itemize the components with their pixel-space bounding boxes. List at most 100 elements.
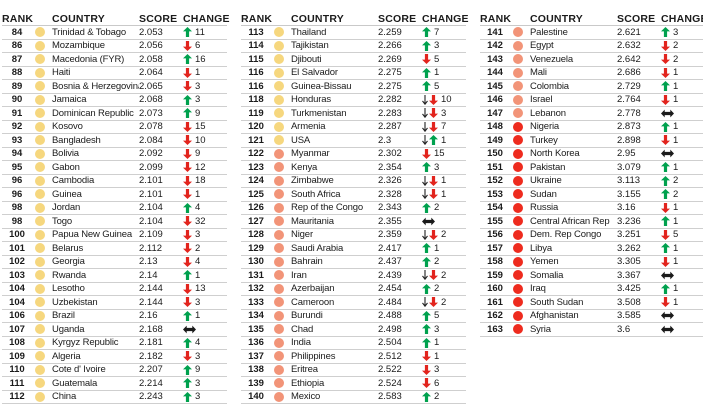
table-row: 134 Burundi 2.488 5 (241, 310, 466, 323)
table-row: 137 Philippines 2.512 1 (241, 350, 466, 364)
dot-cell (32, 391, 52, 402)
country-label: Colombia (530, 80, 569, 92)
change-indicator: 2 (422, 202, 466, 213)
score-value: 2.214 (139, 377, 163, 389)
change-value: 3 (434, 364, 440, 376)
peace-level-dot-icon (35, 297, 45, 308)
peace-level-dot-icon (274, 175, 284, 186)
score-value: 2.583 (378, 391, 402, 403)
change-indicator: 3 (422, 108, 466, 119)
down-arrow-icon (429, 297, 438, 308)
peace-level-dot-icon (35, 94, 45, 105)
rank-value: 91 (11, 107, 23, 119)
change-indicator: 1 (661, 162, 703, 173)
up-arrow-icon (422, 243, 431, 254)
change-indicator: 1 (661, 243, 703, 254)
down-arrow-icon (183, 162, 192, 173)
change-value: 5 (673, 229, 679, 241)
country-label: Mali (530, 67, 547, 79)
dot-cell (271, 310, 291, 321)
change-value: 10 (195, 134, 206, 146)
dot-cell (32, 162, 52, 173)
score-value: 2.778 (617, 107, 641, 119)
country-label: Syria (530, 323, 551, 335)
dot-cell (510, 67, 530, 78)
score-value: 2.14 (139, 269, 158, 281)
table-row: 128 Niger 2.359 2 (241, 229, 466, 242)
score-value: 2.328 (378, 188, 402, 200)
country-label: Trinidad & Tobago (52, 26, 127, 38)
country-label: Armenia (291, 121, 326, 133)
change-value: 2 (434, 202, 440, 214)
peace-level-dot-icon (35, 162, 45, 173)
peace-level-dot-icon (35, 270, 45, 281)
rank-value: 100 (9, 229, 25, 241)
rank-value: 157 (487, 242, 503, 254)
dot-cell (32, 135, 52, 146)
change-value: 2 (673, 53, 679, 65)
country-label: Dominican Republic (52, 107, 134, 119)
table-row: 146 Israel 2.764 1 (480, 94, 703, 107)
change-indicator: 2 (422, 256, 466, 267)
rank-value: 84 (11, 26, 23, 38)
change-value: 1 (673, 283, 679, 295)
table-row: 144 Mali 2.686 1 (480, 67, 703, 80)
change-indicator: 2 (661, 40, 703, 51)
peace-level-dot-icon (35, 324, 45, 335)
dot-cell (510, 229, 530, 240)
down-arrow-icon (661, 229, 670, 240)
change-value: 1 (434, 242, 440, 254)
change-value: 10 (441, 94, 452, 106)
table-row: 96 Cambodia 2.101 18 (2, 175, 227, 188)
up-arrow-icon (183, 391, 192, 402)
table-row: 89 Bosnia & Herzegovina 2.065 3 (2, 80, 227, 94)
rank-value: 98 (11, 215, 23, 227)
peace-level-dot-icon (513, 94, 523, 105)
rank-value: 155 (487, 215, 503, 227)
country-label: Mozambique (52, 40, 105, 52)
change-indicator: 3 (183, 297, 227, 308)
change-value: 4 (195, 337, 201, 349)
change-value: 2 (673, 188, 679, 200)
rank-value: 104 (9, 283, 25, 295)
country-label: South Sudan (530, 296, 584, 308)
change-indicator: 6 (183, 40, 227, 51)
rank-header: RANK (2, 13, 34, 25)
peace-level-dot-icon (274, 27, 284, 38)
table-row: 114 Tajikistan 2.266 3 (241, 40, 466, 53)
country-label: Togo (52, 215, 73, 227)
change-indicator: 1 (422, 351, 466, 362)
up-arrow-icon (422, 391, 431, 402)
peace-level-dot-icon (35, 310, 45, 321)
table-row: 108 Kyrgyz Republic 2.181 4 (2, 337, 227, 350)
table-row: 119 Turkmenistan 2.283 3 (241, 107, 466, 121)
rank-value: 134 (248, 310, 264, 322)
up-arrow-icon (422, 40, 431, 51)
country-label: Bangladesh (52, 134, 101, 146)
rank-value: 149 (487, 134, 503, 146)
dot-cell (32, 270, 52, 281)
score-value: 3.425 (617, 283, 641, 295)
rank-value: 115 (248, 53, 264, 65)
score-value: 2.729 (617, 80, 641, 92)
change-value: 1 (673, 80, 679, 92)
table-row: 111 Guatemala 2.214 3 (2, 377, 227, 391)
peace-level-dot-icon (513, 40, 523, 51)
down-arrow-icon (183, 256, 192, 267)
change-value: 1 (673, 215, 679, 227)
change-indicator: 1 (661, 94, 703, 105)
change-value: 1 (441, 134, 447, 146)
country-label: North Korea (530, 148, 580, 160)
table-row: 113 Thailand 2.259 7 (241, 26, 466, 40)
small-down-arrow-icon (422, 94, 428, 105)
column-header-row: RANK COUNTRY SCORE CHANGE (2, 6, 230, 26)
dot-cell (271, 54, 291, 65)
table-row: 159 Somalia 3.367 (480, 269, 703, 283)
country-label: Azerbaijan (291, 283, 335, 295)
rank-value: 98 (11, 202, 23, 214)
score-value: 3.585 (617, 310, 641, 322)
rank-rows: 113 Thailand 2.259 7 114 Tajikistan 2.26… (241, 26, 466, 404)
rank-value: 110 (9, 364, 25, 376)
country-label: Afghanistan (530, 310, 579, 322)
